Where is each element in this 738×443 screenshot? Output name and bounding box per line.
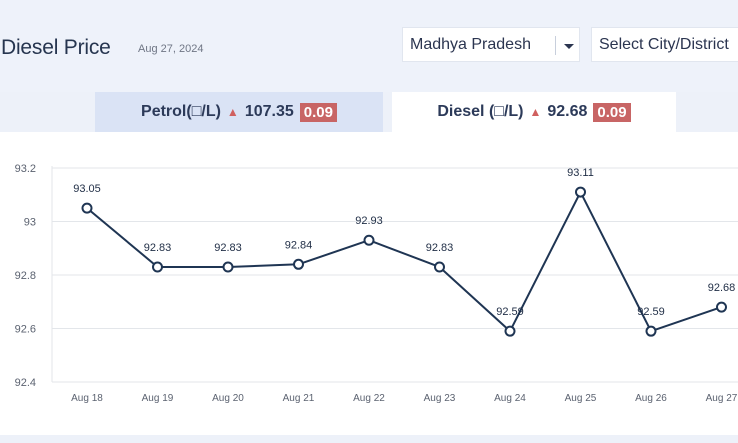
x-tick-label: Aug 21: [283, 393, 315, 404]
x-tick-label: Aug 20: [212, 393, 244, 404]
state-select[interactable]: Madhya Pradesh: [402, 27, 580, 62]
tab-petrol-change-badge: 0.09: [299, 102, 337, 122]
page-title: Diesel Price: [1, 36, 111, 59]
y-tick-label: 93: [24, 217, 36, 229]
y-tick-label: 92.6: [15, 324, 36, 336]
data-label: 92.59: [496, 306, 524, 318]
bottom-strip: [0, 435, 738, 443]
series-line: [86, 191, 722, 333]
data-label: 92.83: [426, 242, 454, 254]
city-select-placeholder: Select City/District: [599, 36, 729, 53]
data-label: 92.59: [637, 306, 665, 318]
data-label: 92.84: [285, 239, 313, 251]
data-label: 92.83: [214, 242, 242, 254]
data-label: 93.11: [567, 167, 594, 179]
data-point: [716, 301, 727, 313]
x-tick-label: Aug 26: [635, 393, 667, 404]
select-divider: [555, 36, 556, 55]
y-tick-label: 92.4: [15, 377, 36, 389]
x-tick-label: Aug 27: [706, 393, 738, 404]
x-tick-label: Aug 22: [353, 393, 385, 404]
data-point: [645, 325, 657, 337]
data-label: 92.93: [355, 215, 383, 227]
data-label: 92.68: [708, 282, 736, 294]
tab-diesel-label: Diesel (□/L): [437, 103, 524, 120]
data-point: [81, 202, 93, 214]
x-tick-label: Aug 18: [71, 393, 103, 404]
tab-petrol-value: 107.35: [244, 103, 294, 120]
page-header: Diesel Price Aug 27, 2024 Madhya Pradesh…: [0, 0, 738, 92]
data-label: 92.83: [144, 242, 172, 254]
state-select-value: Madhya Pradesh: [410, 36, 531, 53]
y-tick-label: 93.2: [15, 163, 36, 175]
price-chart-panel: 92.4 92.6 92.8 93 93.2 Aug 18 Aug 19 Aug 20 Aug …: [0, 132, 738, 435]
page-date: Aug 27, 2024: [138, 43, 204, 55]
triangle-up-icon: ▲: [529, 105, 542, 119]
chevron-down-icon[interactable]: [561, 38, 577, 54]
city-select[interactable]: Select City/District: [591, 27, 738, 62]
data-point: [152, 261, 163, 273]
tab-diesel-change-badge: 0.09: [593, 102, 631, 122]
data-point: [575, 186, 586, 198]
tab-petrol[interactable]: Petrol(□/L) ▲ 107.35 0.09: [95, 92, 383, 132]
data-label: 93.05: [73, 183, 101, 195]
data-point: [293, 258, 304, 270]
x-tick-label: Aug 24: [494, 393, 526, 404]
data-point: [363, 234, 375, 246]
x-tick-label: Aug 23: [424, 393, 456, 404]
tab-diesel[interactable]: Diesel (□/L) ▲ 92.68 0.09: [392, 92, 676, 132]
tab-petrol-label: Petrol(□/L): [141, 103, 221, 120]
x-tick-label: Aug 25: [565, 393, 597, 404]
x-tick-label: Aug 19: [142, 393, 174, 404]
triangle-up-icon: ▲: [226, 105, 239, 119]
data-point: [434, 261, 445, 273]
y-tick-label: 92.8: [15, 270, 36, 282]
tab-diesel-value: 92.68: [547, 103, 588, 120]
price-line-chart: 92.4 92.6 92.8 93 93.2 Aug 18 Aug 19 Aug 20 Aug …: [15, 163, 738, 404]
data-point: [504, 325, 516, 337]
data-point: [222, 261, 234, 273]
